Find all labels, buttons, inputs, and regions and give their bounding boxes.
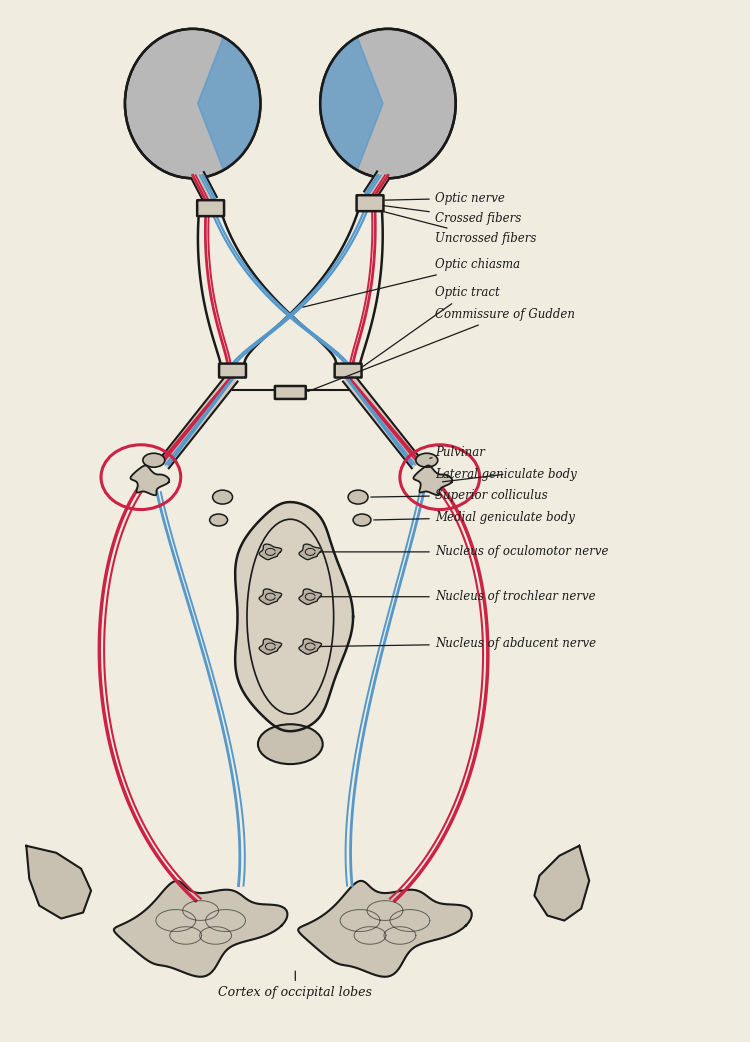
Polygon shape [259,589,282,604]
Polygon shape [259,544,282,560]
Polygon shape [298,880,472,976]
Ellipse shape [212,490,232,504]
Ellipse shape [416,453,438,467]
Polygon shape [26,846,91,918]
Polygon shape [198,36,260,170]
Text: Optic tract: Optic tract [362,287,500,367]
Polygon shape [299,639,322,654]
Polygon shape [364,172,388,199]
Polygon shape [236,502,353,731]
Polygon shape [535,846,590,920]
Text: Superior colliculus: Superior colliculus [370,489,548,501]
Polygon shape [259,639,282,654]
Ellipse shape [320,29,456,178]
FancyBboxPatch shape [356,195,383,212]
Text: Optic chiasma: Optic chiasma [303,258,520,307]
Polygon shape [343,373,422,468]
Polygon shape [130,466,170,495]
Polygon shape [114,880,287,976]
Text: Uncrossed fibers: Uncrossed fibers [381,210,536,245]
Text: Crossed fibers: Crossed fibers [382,205,521,225]
Text: Lateral geniculate body: Lateral geniculate body [435,468,577,481]
FancyBboxPatch shape [334,364,362,377]
Text: Pulvinar: Pulvinar [430,446,484,458]
Polygon shape [413,466,452,495]
Ellipse shape [142,453,165,467]
Polygon shape [198,36,260,170]
Ellipse shape [258,724,322,764]
Polygon shape [320,36,383,170]
FancyBboxPatch shape [219,364,246,377]
Polygon shape [299,589,322,604]
Text: Commissure of Gudden: Commissure of Gudden [308,308,574,392]
Ellipse shape [348,490,368,504]
Text: Optic nerve: Optic nerve [385,192,505,204]
Ellipse shape [209,514,227,526]
FancyBboxPatch shape [197,200,224,216]
Polygon shape [320,36,383,170]
Text: Nucleus of trochlear nerve: Nucleus of trochlear nerve [321,590,596,603]
Polygon shape [159,373,238,468]
Polygon shape [191,172,217,203]
Text: Nucleus of oculomotor nerve: Nucleus of oculomotor nerve [321,545,608,559]
FancyBboxPatch shape [274,386,306,399]
Ellipse shape [353,514,371,526]
Text: Medial geniculate body: Medial geniculate body [374,511,574,523]
Ellipse shape [125,29,260,178]
Text: Cortex of occipital lobes: Cortex of occipital lobes [218,986,372,998]
Polygon shape [299,544,322,560]
Text: Nucleus of abducent nerve: Nucleus of abducent nerve [321,637,596,650]
